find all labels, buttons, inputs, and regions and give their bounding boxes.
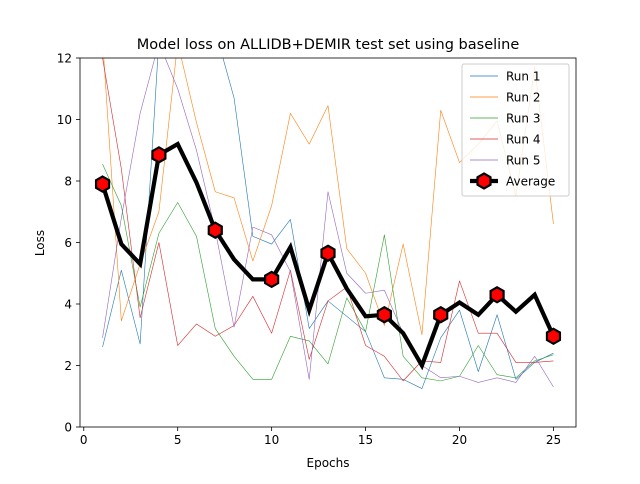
average-marker	[433, 305, 449, 324]
average-marker	[489, 285, 505, 304]
y-tick-label: 0	[64, 420, 72, 434]
x-tick-label: 20	[452, 433, 467, 447]
y-ticks: 0 2 4 6 8 10 12	[57, 51, 80, 434]
series-line	[102, 58, 554, 382]
series-run-3	[102, 163, 554, 382]
x-tick-label: 0	[80, 433, 88, 447]
legend-label: Run 1	[506, 70, 540, 84]
average-marker	[94, 175, 111, 193]
legend-label: Run 2	[506, 91, 540, 105]
legend-entry: Run 4	[470, 133, 540, 147]
legend-label: Run 3	[506, 112, 540, 126]
legend-label: Average	[506, 175, 555, 189]
series-run-4	[102, 58, 554, 382]
x-tick-label: 15	[358, 433, 373, 447]
series-line	[102, 58, 554, 388]
x-tick-label: 25	[546, 433, 561, 447]
x-axis-label: Epochs	[307, 456, 350, 470]
chart-title: Model loss on ALLIDB+DEMIR test set usin…	[137, 37, 520, 53]
legend-entry: Run 3	[470, 112, 540, 126]
y-tick-label: 2	[64, 359, 72, 373]
series-average	[94, 141, 562, 371]
y-tick-label: 8	[64, 174, 72, 188]
average-marker	[376, 305, 392, 324]
average-marker	[264, 270, 280, 289]
legend-label: Run 5	[506, 154, 540, 168]
legend-label: Run 4	[506, 133, 540, 147]
legend-entry: Run 1	[470, 70, 540, 84]
average-marker	[151, 146, 167, 164]
legend: Run 1 Run 2 Run 3 Run 4 Run 5 Average	[461, 63, 570, 197]
x-tick-label: 10	[264, 433, 279, 447]
y-tick-label: 10	[57, 113, 72, 127]
average-marker	[320, 244, 336, 263]
x-tick-label: 5	[174, 433, 182, 447]
y-axis-label: Loss	[33, 230, 47, 256]
average-marker	[545, 327, 562, 346]
legend-marker	[476, 172, 492, 190]
legend-entry: Run 5	[470, 154, 540, 168]
y-tick-label: 6	[64, 236, 72, 250]
series-layer	[94, 58, 562, 389]
series-run-5	[102, 58, 554, 388]
y-tick-label: 4	[64, 297, 72, 311]
legend-entry: Average	[470, 172, 555, 190]
x-ticks: 0 5 10 15 20 25	[80, 427, 561, 447]
average-marker	[207, 221, 223, 239]
plot-area: 0 5 10 15 20 25 0 2 4 6 8 10 12	[57, 51, 577, 447]
legend-entry: Run 2	[470, 91, 540, 105]
y-tick-label: 12	[57, 51, 72, 65]
series-line	[102, 163, 554, 382]
